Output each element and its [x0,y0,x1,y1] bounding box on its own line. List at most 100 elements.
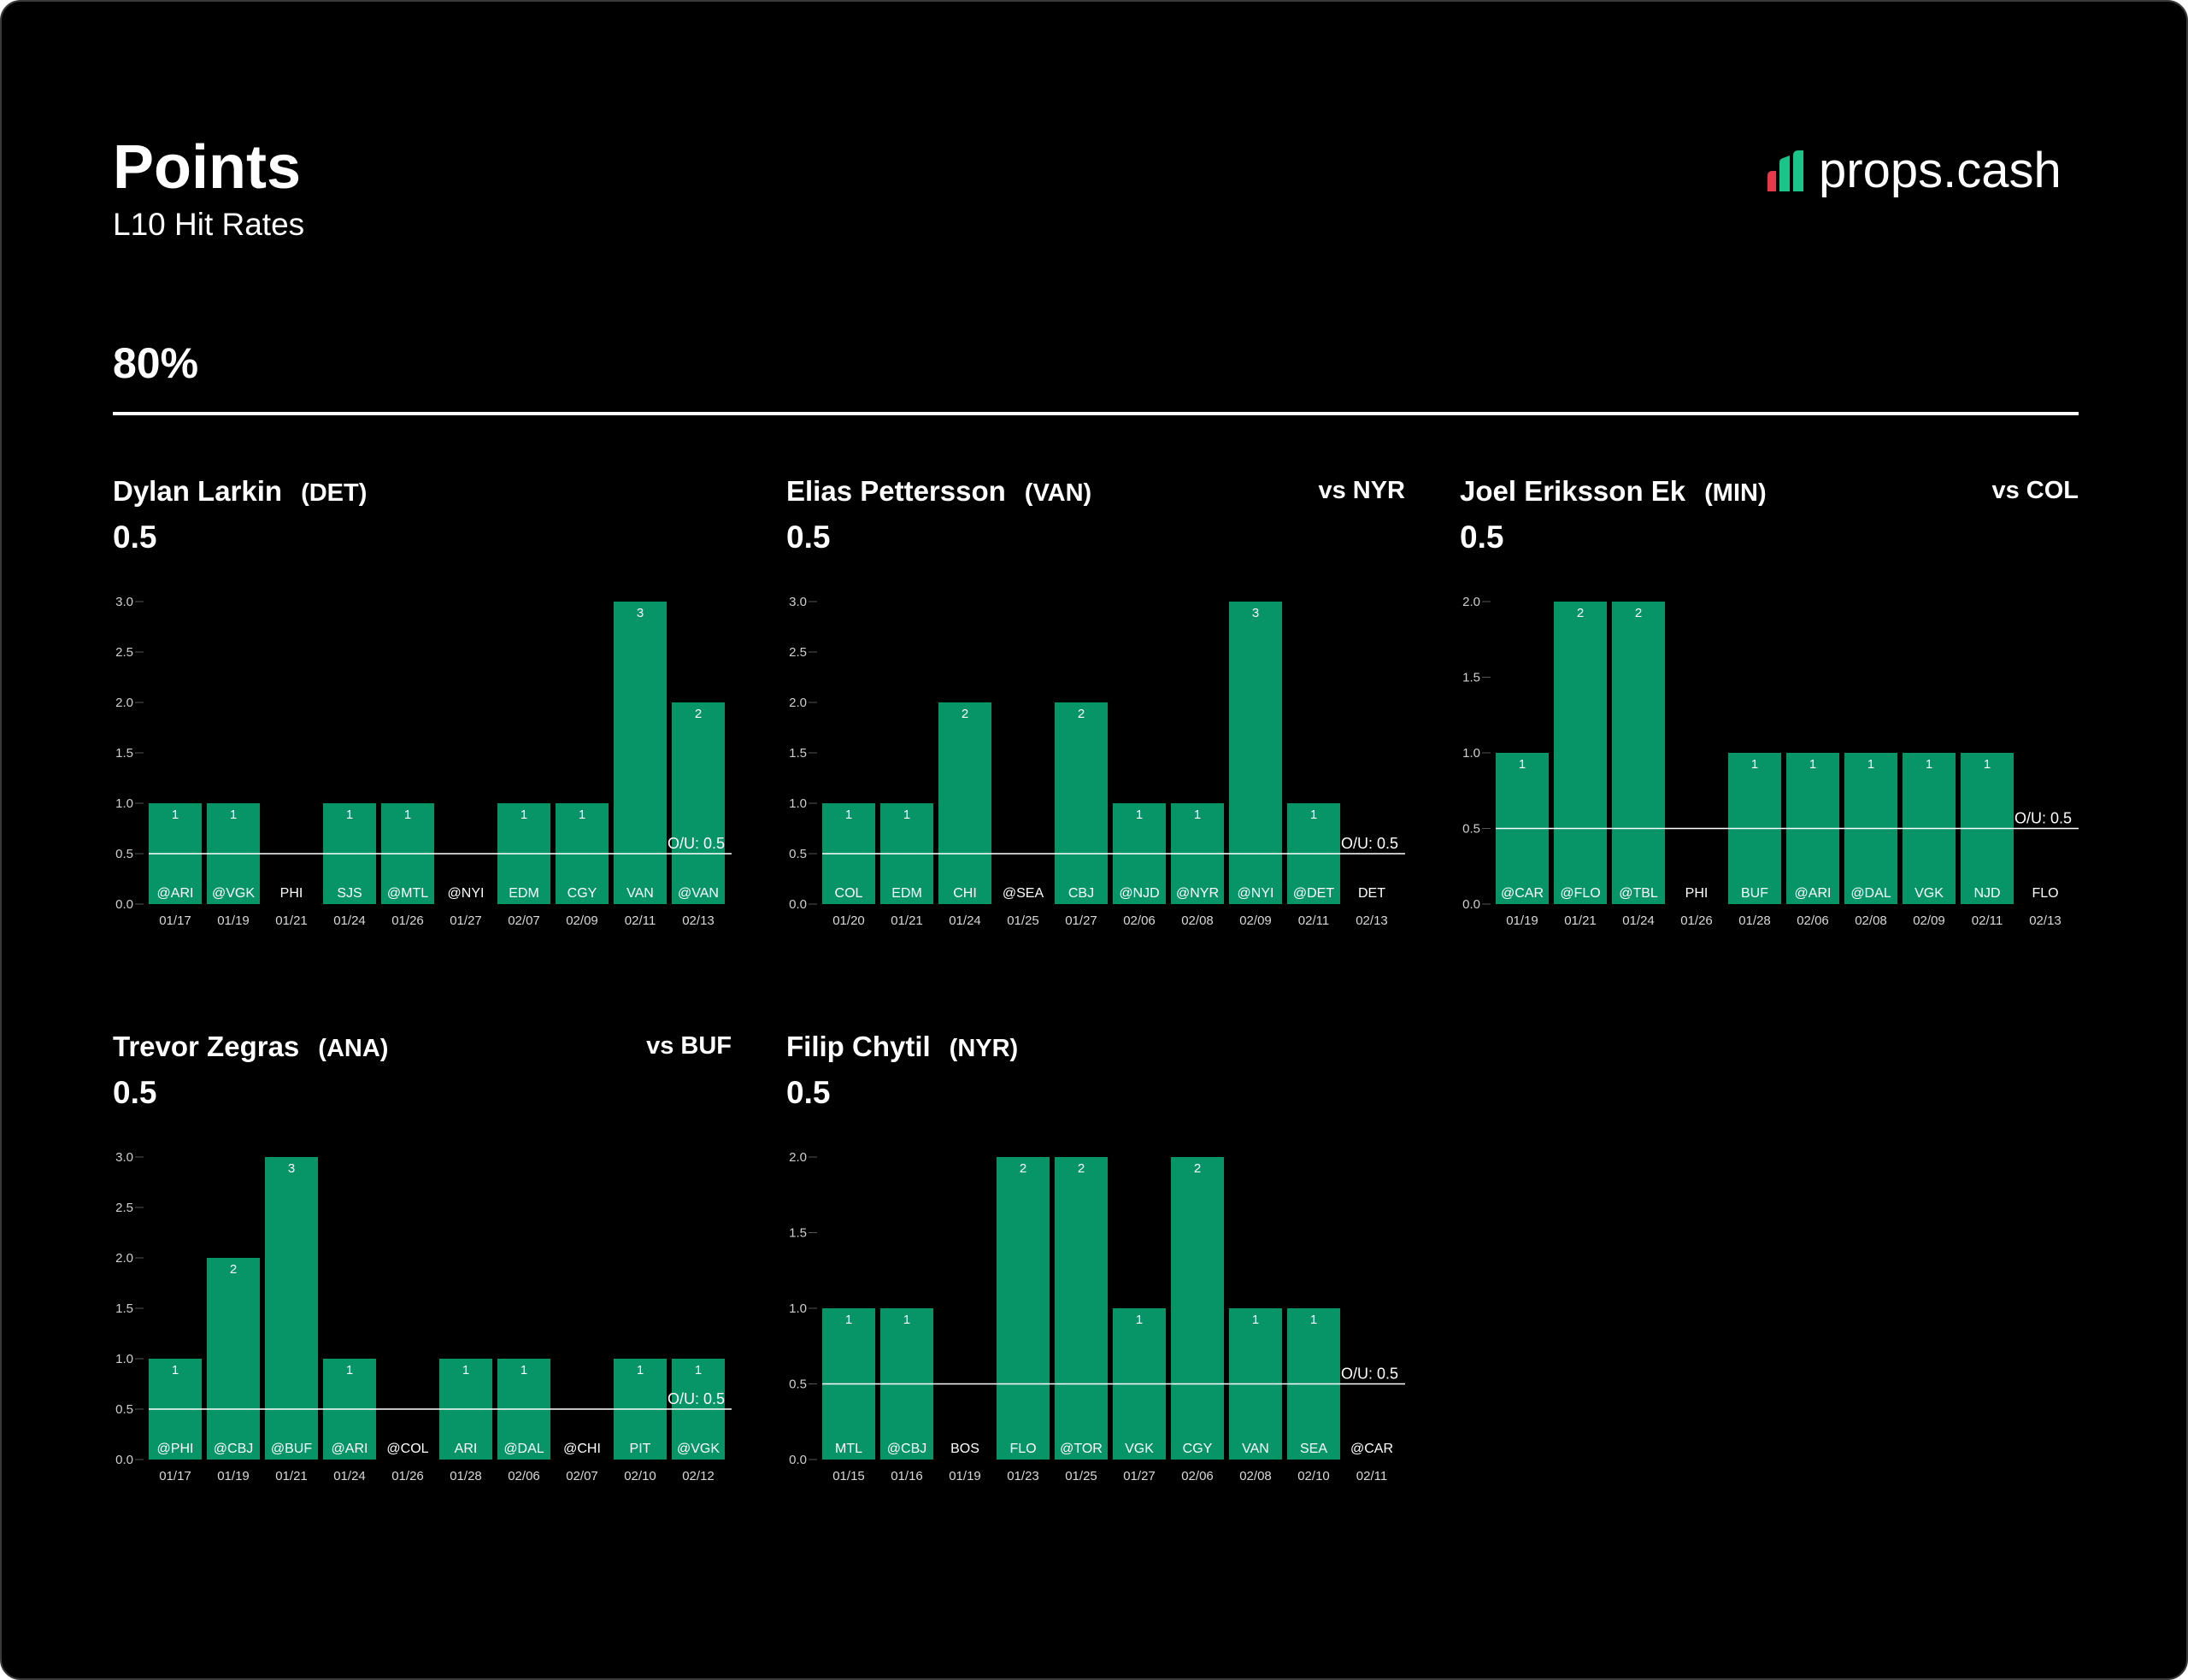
opponent-label: @FLO [1560,886,1600,901]
panel-header: Elias Pettersson (VAN) vs NYR [786,475,1405,513]
data-label: 1 [1867,757,1874,772]
bar [938,702,991,904]
y-tick-label: 2.0 [115,696,133,710]
date-tick-label: 01/24 [1622,913,1655,928]
data-label: 1 [1136,808,1143,822]
data-label: 1 [845,1313,852,1327]
bar [1171,1157,1224,1460]
date-tick-label: 01/27 [1065,913,1097,928]
date-tick-label: 02/09 [1239,913,1272,928]
bar [1554,602,1607,904]
date-tick-label: 02/06 [1123,913,1156,928]
date-tick-label: 01/19 [1506,913,1538,928]
opponent-label: PHI [280,886,303,901]
data-label: 1 [1926,757,1932,772]
bar-chart-logo-icon [1767,150,1803,191]
date-tick-label: 01/17 [159,1469,191,1483]
data-label: 3 [288,1161,295,1176]
player-name: Dylan Larkin (DET) [113,475,367,508]
date-tick-label: 01/19 [217,1469,250,1483]
date-tick-label: 02/07 [566,1469,598,1483]
data-label: 1 [637,1363,644,1377]
opponent-label: @COL [386,1442,428,1456]
y-tick-label: 2.5 [115,1201,133,1215]
data-label: 1 [903,1313,910,1327]
date-tick-label: 01/24 [949,913,981,928]
player-team: (VAN) [1024,479,1092,507]
player-panel-5: Filip Chytil (NYR) 0.5 0.0 0.5 1.0 1.5 2.0 1 MT… [786,1031,1405,1509]
y-tick-label: 1.0 [789,796,807,811]
opponent-label: @DAL [1850,886,1891,901]
player-name-text: Trevor Zegras [113,1031,300,1062]
bar [1612,602,1665,904]
date-tick-label: 01/21 [1564,913,1597,928]
opponent-label: @NYI [1238,886,1274,901]
opponent-label: EDM [509,886,539,901]
bar [997,1157,1050,1460]
opponent-label: @VGK [212,886,255,901]
date-tick-label: 02/11 [1356,1469,1387,1483]
opponent-label: EDM [891,886,922,901]
opponent-label: @NJD [1119,886,1159,901]
opponent-label: @MTL [387,886,428,901]
date-tick-label: 02/09 [566,913,598,928]
date-tick-label: 02/06 [1797,913,1829,928]
data-label: 1 [903,808,910,822]
data-label: 3 [1252,606,1259,620]
y-tick-label: 0.0 [1462,897,1480,912]
y-tick-label: 1.5 [115,746,133,761]
date-tick-label: 01/24 [333,1469,366,1483]
data-label: 1 [1751,757,1758,772]
data-label: 1 [1252,1313,1259,1327]
opponent-label: @VGK [677,1442,720,1456]
date-tick-label: 02/11 [1972,913,2003,928]
opponent-label: BOS [950,1442,979,1456]
y-tick-label: 1.5 [789,1226,807,1241]
y-tick-label: 0.0 [115,1453,133,1467]
date-tick-label: 02/13 [1356,913,1388,928]
opponent-label: VGK [1914,886,1944,901]
prop-line: 0.5 [113,520,157,555]
player-team: (MIN) [1704,479,1767,507]
player-team: (NYR) [949,1035,1019,1062]
date-tick-label: 01/15 [832,1469,865,1483]
y-tick-label: 1.0 [789,1301,807,1316]
player-name: Joel Eriksson Ek (MIN) [1460,475,1767,508]
prop-line: 0.5 [786,1075,831,1110]
threshold-label: O/U: 0.5 [1341,1366,1398,1383]
opponent-label: @CAR [1350,1442,1393,1456]
date-tick-label: 02/12 [682,1469,715,1483]
opponent-label: VGK [1125,1442,1154,1456]
player-name: Trevor Zegras (ANA) [113,1031,388,1063]
data-label: 1 [845,808,852,822]
panel-header: Filip Chytil (NYR) [786,1031,1405,1068]
overall-hit-rate: 80% [113,339,199,387]
date-tick-label: 01/21 [275,913,308,928]
prop-line: 0.5 [113,1075,157,1110]
next-opponent: vs NYR [1318,477,1405,504]
header-divider [113,412,2079,415]
opponent-label: COL [835,886,863,901]
data-label: 1 [1984,757,1991,772]
date-tick-label: 02/08 [1855,913,1887,928]
player-panel-1: Dylan Larkin (DET) 0.5 0.0 0.5 1.0 1.5 2.0 2.5… [113,475,732,954]
bar [265,1157,318,1460]
logo[interactable]: props.cash [1764,145,2062,197]
y-tick-label: 0.5 [1462,822,1480,837]
page-subtitle: L10 Hit Rates [113,207,305,242]
prop-line: 0.5 [1460,520,1504,555]
data-label: 2 [230,1262,237,1277]
date-tick-label: 01/17 [159,913,191,928]
date-tick-label: 02/10 [1297,1469,1330,1483]
opponent-label: @ARI [1795,886,1832,901]
player-name-text: Elias Pettersson [786,475,1006,507]
bar-chart: 0.0 0.5 1.0 1.5 2.0 2.5 3.0 1 @PHI 01/17 2 @CBJ 01/1… [115,1150,732,1483]
y-tick-label: 0.5 [115,847,133,861]
player-team: (ANA) [318,1035,389,1062]
date-tick-label: 02/11 [625,913,656,928]
panel-header: Dylan Larkin (DET) [113,475,732,513]
data-label: 1 [1136,1313,1143,1327]
panel-header: Joel Eriksson Ek (MIN) vs COL [1460,475,2079,513]
data-label: 1 [346,1363,353,1377]
